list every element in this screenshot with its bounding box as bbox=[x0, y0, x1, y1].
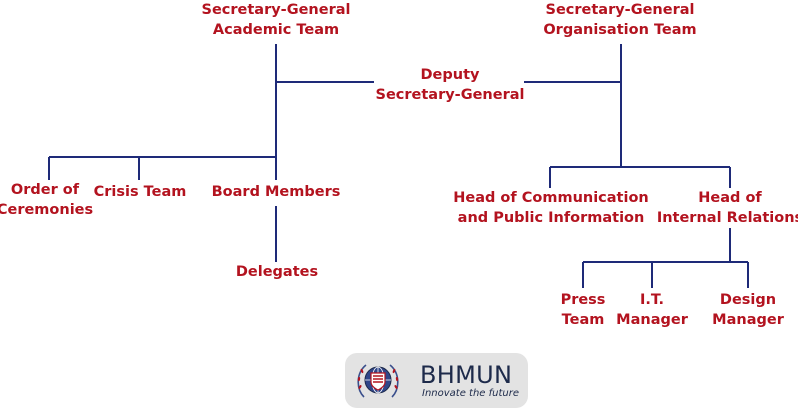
node-press-team: Press Team bbox=[560, 292, 606, 328]
node-it-manager: I.T. Manager bbox=[616, 292, 688, 328]
node-head-communication: Head of Communication and Public Informat… bbox=[453, 190, 649, 226]
node-sg-organisation-team: Secretary-General Organisation Team bbox=[543, 2, 697, 38]
globe-emblem-icon bbox=[357, 364, 399, 398]
node-head-internal-relations: Head of Internal Relations bbox=[656, 190, 798, 226]
logo-tagline: Innovate the future bbox=[422, 388, 520, 399]
logo-name: BHMUN bbox=[420, 361, 513, 389]
node-delegates: Delegates bbox=[235, 264, 319, 280]
node-board-members: Board Members bbox=[211, 184, 341, 200]
node-design-manager: Design Manager bbox=[712, 292, 784, 328]
node-deputy-sg: Deputy Secretary-General bbox=[375, 67, 525, 103]
bhmun-logo: BHMUN Innovate the future bbox=[345, 353, 528, 408]
node-sg-academic-team: Secretary-General Academic Team bbox=[201, 2, 351, 38]
node-order-of-ceremonies: Order of Ceremonies bbox=[0, 182, 94, 218]
node-crisis-team: Crisis Team bbox=[93, 184, 187, 200]
